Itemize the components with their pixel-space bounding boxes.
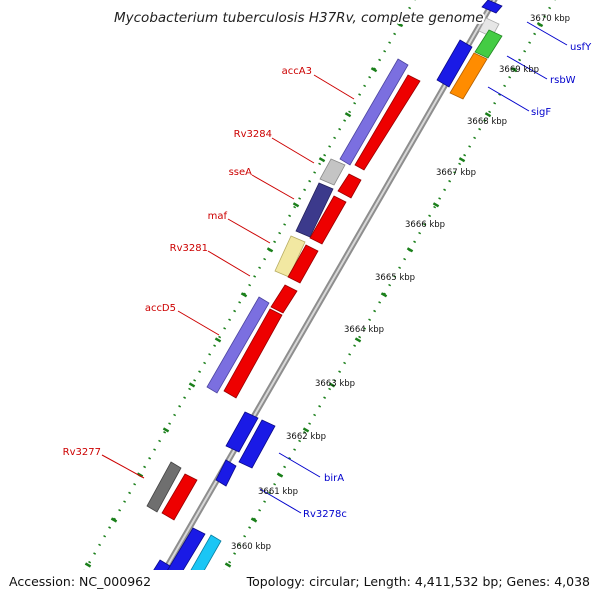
feature-red-3[interactable] [309,195,347,245]
left-tick-0 [396,22,404,28]
feature-sseA-cds[interactable] [295,182,334,238]
left-tick-12 [84,562,92,568]
gene-label-sseA[interactable]: sseA [229,167,253,178]
feature-Rv3278c-cds[interactable] [215,459,237,487]
label-leader-lines [101,21,568,514]
gene-label-usfY[interactable]: usfY [570,42,592,53]
feature-usfY-cds[interactable] [481,0,503,14]
right-tick-7 [354,337,362,343]
right-tick-4 [432,202,440,208]
left-tick-6 [240,292,248,298]
accession-text: Accession: NC_000962 [9,574,152,589]
kbp-label-3661: 3661 kbp [258,487,298,497]
leader-maf [227,218,271,244]
leader-Rv3284 [271,137,315,164]
feature-sigF-cds[interactable] [449,52,488,100]
kbp-label-3667: 3667 kbp [436,168,476,178]
map-title: Mycobacterium tuberculosis H37Rv, comple… [114,10,484,26]
right-tick-8 [328,382,336,388]
gene-label-accA3[interactable]: accA3 [282,66,312,77]
leader-Rv3277 [101,454,145,479]
leader-birA [278,452,321,478]
left-tick-1 [370,67,378,73]
gene-label-Rv3277[interactable]: Rv3277 [63,447,101,458]
feature-red-1[interactable] [354,74,421,171]
feature-red-4[interactable] [287,244,319,284]
leader-sigF [487,86,530,112]
feature-green-cds[interactable] [474,29,503,59]
right-tick-12 [224,562,232,568]
gene-label-birA[interactable]: birA [324,473,344,484]
right-tick-9 [302,427,310,433]
right-tick-6 [380,292,388,298]
kbp-label-3663: 3663 kbp [315,379,355,389]
gene-label-Rv3281[interactable]: Rv3281 [170,243,208,254]
kbp-label-3669: 3669 kbp [499,65,539,75]
left-tick-10 [136,472,144,478]
leader-rsbW [506,55,548,80]
feature-blue-top-cds[interactable] [436,39,473,88]
feature-accD5-cds[interactable] [206,296,270,394]
left-tick-5 [266,247,274,253]
kbp-label-3670: 3670 kbp [530,14,570,24]
kbp-label-3662: 3662 kbp [286,432,326,442]
left-tick-2 [344,112,352,118]
reverse-strand-features [146,58,421,521]
gene-label-Rv3278c[interactable]: Rv3278c [303,509,347,520]
feature-red-2[interactable] [337,173,362,199]
feature-blue-bottom-1[interactable] [164,527,206,582]
feature-accA3-cds[interactable] [339,58,409,166]
gene-labels-reverse: accA3 Rv3284 sseA maf Rv3281 accD5 Rv327… [63,66,312,458]
feature-Rv3284-cds[interactable] [319,158,346,186]
left-tick-3 [318,157,326,163]
left-tick-4 [292,202,300,208]
backbone-highlight [163,0,496,570]
kbp-label-3665: 3665 kbp [375,273,415,283]
right-tick-3 [458,157,466,163]
gene-label-sigF[interactable]: sigF [531,107,551,118]
right-tick-1 [510,67,518,73]
forward-strand-features [150,0,503,590]
feature-red-6[interactable] [223,308,283,399]
kbp-label-3666: 3666 kbp [405,220,445,230]
kbp-label-3664: 3664 kbp [344,325,384,335]
left-tick-9 [162,427,170,433]
feature-red-7[interactable] [161,473,198,521]
feature-blue-bottom-2[interactable] [150,559,171,582]
leader-accD5 [177,310,220,336]
gene-label-rsbW[interactable]: rsbW [550,75,576,86]
right-tick-10 [276,472,284,478]
left-dotted-track [83,0,416,570]
left-tick-8 [188,382,196,388]
kbp-label-3660: 3660 kbp [231,542,271,552]
kbp-label-3668: 3668 kbp [467,117,507,127]
leader-Rv3281 [207,250,251,277]
left-tick-marks [84,22,404,568]
right-tick-5 [406,247,414,253]
gene-label-maf[interactable]: maf [208,211,228,222]
left-tick-11 [110,517,118,523]
feature-blue-cds-2[interactable] [225,411,259,453]
right-tick-marks [224,22,544,568]
right-tick-2 [484,112,492,118]
feature-red-5[interactable] [270,284,298,314]
genome-summary-text: Topology: circular; Length: 4,411,532 bp… [246,574,590,589]
feature-birA-cds[interactable] [238,419,276,469]
gene-labels-forward: usfY rsbW sigF birA Rv3278c [303,42,592,520]
leader-Rv3278c [259,488,302,514]
right-tick-11 [250,517,258,523]
leader-accA3 [313,74,355,100]
right-tick-0 [536,22,544,28]
leader-usfY [526,21,568,46]
leader-sseA [251,174,295,200]
feature-Rv3277-cds[interactable] [146,461,182,513]
gene-label-Rv3284[interactable]: Rv3284 [234,129,272,140]
feature-cyan-cds[interactable] [183,534,222,590]
gene-label-accD5[interactable]: accD5 [145,303,176,314]
left-tick-7 [214,337,222,343]
kbp-scale-labels: 3670 kbp 3669 kbp 3668 kbp 3667 kbp 3666… [231,14,570,552]
